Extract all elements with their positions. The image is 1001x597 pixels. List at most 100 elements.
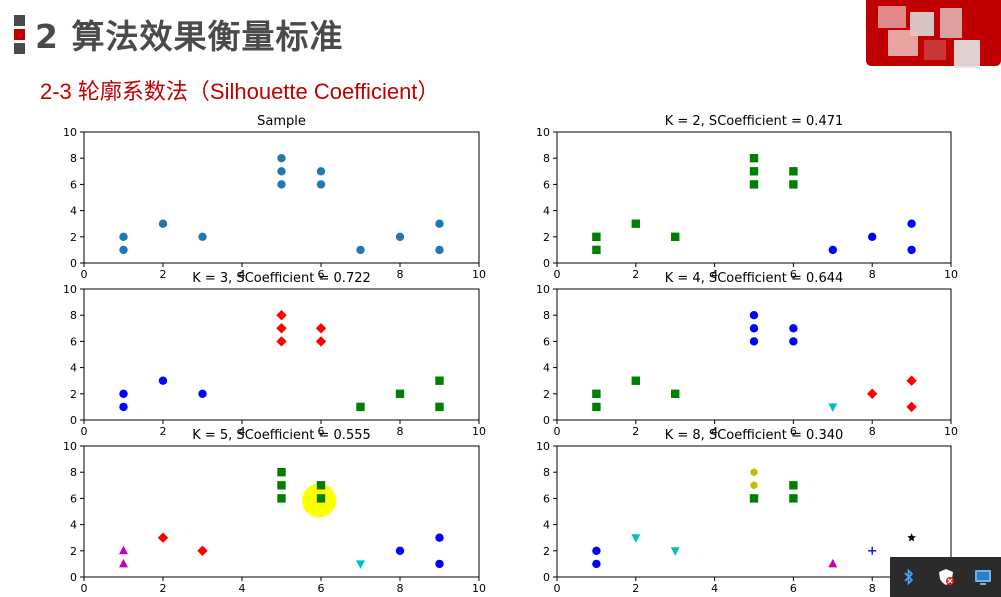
title-decoration	[14, 14, 25, 54]
y-tick-label: 0	[70, 414, 77, 427]
chart-title: K = 3, SCoefficient = 0.722	[192, 271, 371, 286]
x-tick-label: 8	[869, 268, 876, 281]
page-title: 2 算法效果衡量标准	[35, 17, 344, 56]
y-tick-label: 4	[543, 205, 550, 218]
x-tick-label: 2	[160, 582, 167, 595]
x-tick-label: 2	[160, 425, 167, 438]
data-point	[631, 376, 640, 385]
x-tick-label: 6	[318, 582, 325, 595]
plot-frame	[556, 131, 952, 264]
y-tick-label: 0	[543, 414, 550, 427]
x-tick-label: 4	[239, 425, 246, 438]
x-tick-label: 8	[397, 425, 404, 438]
plot-frame	[83, 445, 480, 578]
data-point	[789, 167, 798, 176]
y-tick-label: 6	[70, 178, 77, 191]
scatter-subplot: 0 2 4 6 8 10 0 2 4 6 8 10 K = 8, SCoefficient = 0.34…	[536, 428, 958, 595]
x-tick-label: 4	[711, 582, 718, 595]
y-tick-label: 0	[70, 571, 77, 584]
y-tick-label: 4	[70, 519, 77, 532]
x-tick-label: 4	[711, 425, 718, 438]
data-point	[158, 219, 168, 228]
x-tick-label: 0	[81, 268, 88, 281]
data-point	[750, 481, 758, 490]
bluetooth-icon[interactable]	[899, 567, 919, 587]
x-tick-label: 0	[81, 582, 88, 595]
y-tick-label: 10	[536, 440, 550, 453]
x-tick-label: 0	[554, 425, 561, 438]
data-point	[277, 494, 286, 503]
data-point	[119, 545, 128, 555]
y-tick-label: 6	[70, 492, 77, 505]
data-point	[119, 402, 128, 412]
data-point	[867, 388, 878, 399]
data-point	[435, 245, 444, 255]
data-point	[789, 324, 798, 333]
data-point	[670, 547, 680, 556]
data-point	[906, 401, 917, 413]
data-point	[277, 481, 286, 490]
data-point	[119, 232, 128, 241]
x-tick-label: 6	[318, 425, 325, 438]
data-point	[868, 232, 877, 241]
x-tick-label: 8	[869, 582, 876, 595]
x-tick-label: 6	[790, 268, 797, 281]
network-icon[interactable]	[973, 567, 993, 587]
y-tick-label: 8	[543, 466, 550, 479]
data-point	[315, 336, 327, 347]
data-point	[316, 167, 326, 176]
x-tick-label: 0	[81, 425, 88, 438]
x-tick-label: 6	[318, 268, 325, 281]
data-point	[119, 389, 128, 398]
data-point	[395, 389, 405, 398]
decoration-square	[14, 28, 25, 40]
data-point	[789, 180, 798, 189]
plot-frame	[556, 288, 952, 421]
data-point	[276, 323, 287, 334]
y-tick-label: 8	[70, 152, 77, 165]
x-tick-label: 6	[790, 582, 797, 595]
section-heading: 2-3 轮廓系数法（Silhouette Coefficient）	[40, 79, 440, 104]
data-point	[671, 389, 680, 398]
y-tick-label: 4	[543, 519, 550, 532]
chart-title: K = 5, SCoefficient = 0.555	[192, 428, 371, 443]
scatter-subplot: 0 2 4 6 8 10 0 2 4 6 8 10 K = 2, SCoefficient = 0.47…	[536, 114, 958, 281]
x-tick-label: 10	[944, 268, 958, 281]
data-point	[592, 402, 601, 412]
y-tick-label: 10	[63, 283, 77, 296]
data-point	[435, 219, 444, 228]
x-tick-label: 0	[554, 268, 561, 281]
plot-frame	[83, 131, 480, 264]
data-point	[315, 323, 327, 334]
data-point	[157, 532, 169, 543]
x-tick-label: 10	[472, 582, 486, 595]
x-tick-label: 8	[397, 268, 404, 281]
y-tick-label: 2	[70, 231, 77, 244]
data-point	[749, 180, 759, 189]
data-point	[749, 337, 759, 346]
data-point	[631, 219, 640, 228]
data-point	[907, 533, 916, 542]
data-point	[749, 324, 759, 333]
data-point	[198, 389, 207, 398]
data-point	[395, 232, 405, 241]
y-tick-label: 6	[543, 492, 550, 505]
chart-title: K = 4, SCoefficient = 0.644	[665, 271, 844, 286]
data-point	[435, 402, 444, 412]
data-point	[749, 167, 759, 176]
x-tick-label: 2	[632, 425, 639, 438]
logo	[866, 0, 1001, 68]
data-point	[592, 546, 601, 555]
data-point	[356, 402, 365, 412]
data-point	[119, 245, 128, 255]
data-point	[789, 337, 798, 346]
x-tick-label: 8	[869, 425, 876, 438]
y-tick-label: 2	[543, 231, 550, 244]
security-shield-icon[interactable]	[936, 567, 956, 587]
x-tick-label: 2	[160, 268, 167, 281]
data-point	[435, 559, 444, 569]
data-point	[198, 232, 207, 241]
y-tick-label: 4	[70, 362, 77, 375]
